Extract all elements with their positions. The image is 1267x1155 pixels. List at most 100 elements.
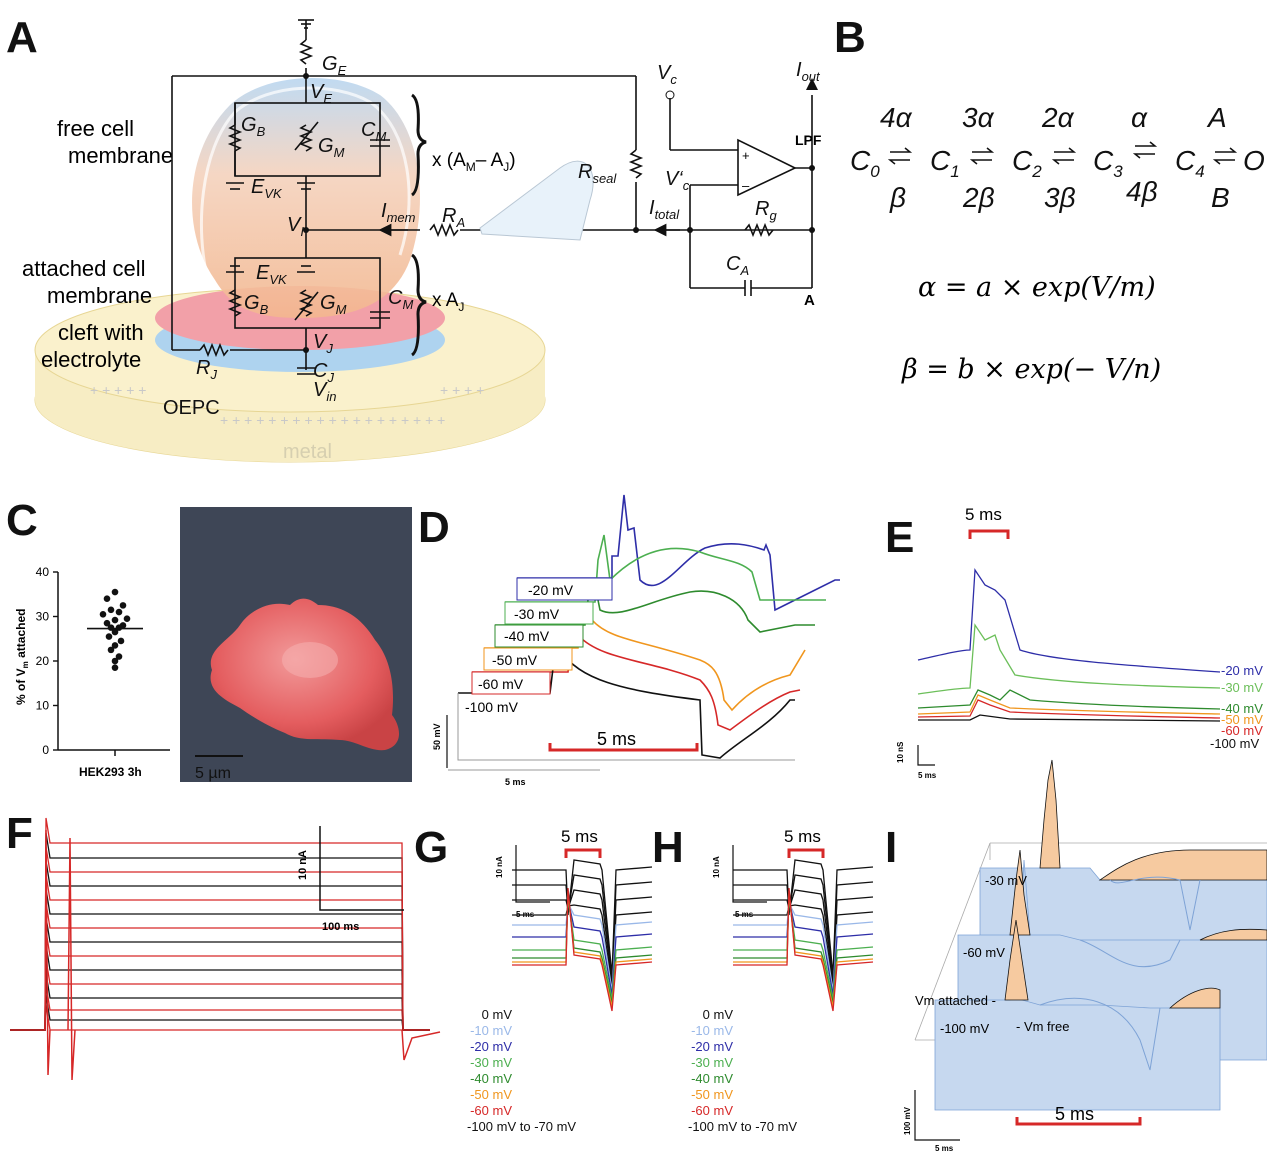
- g-scale-bars: [515, 845, 550, 903]
- c-data-point: [115, 608, 123, 616]
- c-y-label: % of Vm attached: [14, 609, 30, 705]
- i-spike-neg60: [1009, 849, 1031, 936]
- pipette: [479, 160, 594, 241]
- gh-voltage-label: -40 mV: [470, 1071, 512, 1086]
- area-free-label: x (AM– AJ): [432, 150, 516, 174]
- gh-voltage-label: -100 mV to -70 mV: [688, 1119, 797, 1134]
- cell-membrane-outline: [200, 86, 411, 281]
- amp-a-label: A: [804, 292, 815, 309]
- panel-letter-e: E: [885, 513, 915, 562]
- g-red-scale-bar: [564, 848, 602, 858]
- e-trace-neg40: [917, 689, 1221, 710]
- c-data-point: [99, 610, 107, 618]
- rj-label: RJ: [196, 357, 217, 382]
- c-y-tick-label: 20: [36, 654, 50, 668]
- e-trace-neg50: [917, 694, 1221, 715]
- svg-text:+ + + +: + + + +: [440, 382, 484, 398]
- f-trace: [10, 916, 430, 1031]
- c-data-point: [111, 657, 119, 665]
- lpf-label: LPF: [795, 132, 822, 148]
- cm-bottom-label: CM: [388, 287, 413, 312]
- i-label-neg30: -30 mV: [985, 873, 1027, 888]
- h-traces: [733, 859, 874, 1012]
- d-trace-neg50: [484, 608, 806, 712]
- rseal-label: Rseal: [578, 161, 617, 186]
- ca-label: CA: [726, 253, 749, 278]
- d-label-box-neg60: [471, 671, 551, 695]
- rate-bottom-2: 3β: [1044, 182, 1076, 213]
- gh-trace: [733, 904, 874, 988]
- e-top-scale-bar: [968, 529, 1010, 539]
- panel-letter-f: F: [6, 809, 33, 858]
- f-x-scale-label: 100 ms: [322, 921, 359, 933]
- e-label-neg100: -100 mV: [1210, 736, 1259, 751]
- c-data-point: [119, 602, 127, 609]
- panel-letter-b: B: [834, 13, 866, 62]
- c-data-point: [111, 642, 119, 649]
- panel-c: 0 10 20 30 40 % of Vm attached HEK293 3h 5 µ…: [14, 507, 412, 782]
- state-c1: C1: [930, 145, 960, 181]
- area-attached-label: x AJ: [432, 290, 464, 314]
- e-label-neg30: -30 mV: [1221, 680, 1263, 695]
- e-trace-neg20: [917, 568, 1221, 673]
- rate-bottom-0: β: [889, 182, 906, 213]
- gh-voltage-label: -50 mV: [691, 1087, 733, 1102]
- d-label-neg60: -60 mV: [478, 676, 524, 692]
- rate-top-0: 4α: [880, 102, 913, 133]
- i-spike-neg100: [1004, 919, 1029, 1001]
- c-data-point: [105, 633, 113, 640]
- attached-cell-label-1: attached cell: [22, 256, 146, 281]
- c-data-point: [123, 615, 131, 623]
- c-x-label: HEK293 3h: [79, 765, 142, 779]
- g-red-scale-label: 5 ms: [561, 827, 598, 846]
- ve-label: VE: [310, 81, 332, 106]
- panel-letter-i: I: [885, 823, 898, 872]
- c-y-tick-label: 30: [36, 610, 50, 624]
- svg-text:+ + + + +: + + + + +: [90, 382, 146, 398]
- c-data-point: [103, 619, 111, 627]
- e-top-scale-label: 5 ms: [965, 505, 1002, 524]
- panel-letter-h: H: [652, 823, 684, 872]
- d-label-neg100: -100 mV: [465, 699, 519, 715]
- panel-letter-c: C: [6, 496, 38, 545]
- f-trace: [10, 860, 430, 1031]
- e-label-neg20: -20 mV: [1221, 663, 1263, 678]
- g-traces: [512, 859, 653, 1012]
- h-voltage-labels: 0 mV-10 mV-20 mV-30 mV-40 mV-50 mV-60 mV…: [688, 1007, 797, 1134]
- cj-label: CJ: [313, 360, 334, 385]
- amp-plus: +: [742, 148, 750, 163]
- d-label-box-neg20: [516, 577, 613, 601]
- i-red-scale-label: 5 ms: [1055, 1104, 1094, 1124]
- panel-g: 10 nA 5 ms 5 ms 0 mV-10 mV-20 mV-30 mV-4…: [467, 827, 653, 1134]
- c-data-point: [115, 653, 123, 660]
- rate-top-4: A: [1206, 102, 1227, 133]
- c-data-point: [117, 637, 125, 645]
- f-trace: [10, 972, 430, 1031]
- cleft-label-2: electrolyte: [41, 347, 141, 372]
- f-trace: [10, 1004, 430, 1031]
- h-scale-bars: [732, 845, 767, 903]
- gh-voltage-label: -10 mV: [691, 1023, 733, 1038]
- c-data-points: [99, 588, 131, 671]
- equilibrium-arrows: [887, 141, 1238, 165]
- i-dip-neg100: [1039, 998, 1161, 1071]
- gb-top-label: GB: [241, 114, 266, 139]
- oepc-label: OEPC: [163, 397, 220, 419]
- vi-label: VI: [287, 214, 304, 239]
- rate-top-1: 3α: [962, 102, 995, 133]
- i-slice-neg100-attached: [1168, 987, 1221, 1009]
- i-label-neg100: -100 mV: [940, 1021, 989, 1036]
- f-capacitive-spike: [67, 837, 76, 1081]
- f-trace: [10, 874, 430, 1031]
- gh-voltage-label: -100 mV to -70 mV: [467, 1119, 576, 1134]
- e-y-scale-label: 10 nS: [896, 741, 905, 763]
- rate-bottom-4: B: [1211, 182, 1230, 213]
- d-label-neg50: -50 mV: [492, 652, 538, 668]
- cleft-label-1: cleft with: [58, 320, 144, 345]
- f-trace: [10, 944, 430, 1031]
- gh-voltage-label: 0 mV: [482, 1007, 513, 1022]
- f-capacitive-spike: [44, 829, 51, 1076]
- i-x-scale-label: 5 ms: [935, 1144, 954, 1153]
- ge-label: GE: [322, 53, 347, 78]
